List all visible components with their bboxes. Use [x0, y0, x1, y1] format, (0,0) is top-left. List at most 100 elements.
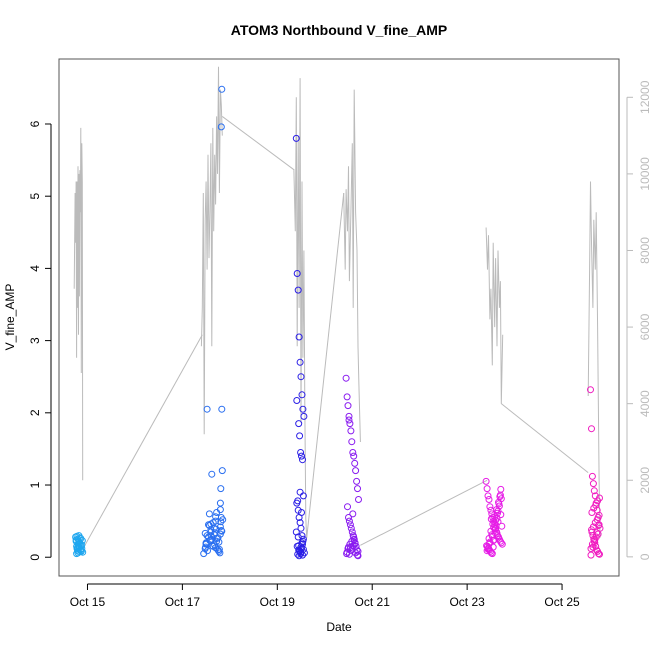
data-point [202, 543, 210, 551]
data-point [588, 425, 595, 433]
right-series-line [73, 127, 84, 481]
data-point [497, 495, 505, 503]
data-point [498, 522, 506, 530]
y2-axis: 0 2000 4000 6000 8000 10000 12000 [626, 80, 650, 560]
y-axis: 0 1 2 3 4 5 6 [28, 120, 52, 561]
x-tick-label: Oct 17 [165, 595, 201, 609]
data-point [484, 492, 492, 500]
data-point [218, 467, 226, 475]
data-point [217, 123, 225, 131]
data-point [483, 485, 491, 493]
data-point [588, 509, 596, 516]
y2-tick-label: 8000 [638, 237, 650, 264]
data-point [348, 528, 356, 536]
right-axis-series [73, 66, 601, 550]
data-point [298, 452, 305, 460]
data-point [595, 522, 603, 529]
data-point [211, 529, 219, 537]
data-point [487, 515, 495, 523]
data-point [343, 393, 351, 401]
data-point [295, 552, 303, 560]
data-point [299, 545, 307, 553]
data-point [299, 405, 307, 413]
data-point [300, 412, 308, 420]
data-point [77, 547, 85, 555]
right-series-line [343, 89, 361, 443]
data-point [345, 514, 352, 521]
data-point [496, 491, 504, 499]
data-point [482, 477, 490, 485]
data-point [346, 420, 354, 428]
data-point [218, 405, 226, 413]
data-point [348, 438, 356, 446]
right-series-connector [360, 479, 488, 546]
data-point [351, 459, 359, 467]
data-point [217, 518, 225, 526]
data-point [497, 539, 505, 547]
data-point [206, 536, 214, 544]
data-point [497, 485, 505, 493]
data-point [76, 546, 84, 554]
data-point [490, 524, 498, 532]
data-point [342, 374, 350, 382]
data-point [489, 537, 497, 545]
data-point [207, 520, 215, 528]
data-point [351, 540, 359, 547]
data-point [298, 509, 305, 516]
x-tick-label: Oct 19 [260, 595, 296, 609]
y2-tick-label: 12000 [638, 80, 650, 114]
data-point [215, 538, 223, 546]
data-point [295, 420, 303, 428]
data-point [587, 386, 594, 394]
y2-tick-label: 2000 [638, 467, 650, 494]
data-point [350, 536, 358, 544]
y-tick-label: 3 [28, 337, 42, 344]
data-point [589, 523, 597, 531]
data-point [216, 549, 224, 557]
data-point [297, 449, 305, 456]
right-series-connector [221, 116, 295, 171]
y-tick-label: 2 [28, 409, 42, 416]
data-point [594, 530, 602, 538]
data-point [354, 485, 361, 493]
data-point [498, 540, 506, 548]
data-point [497, 511, 505, 519]
data-point [353, 477, 361, 485]
x-tick-label: Oct 21 [355, 595, 391, 609]
data-points [72, 85, 604, 560]
data-point [347, 524, 355, 532]
data-point [349, 510, 357, 518]
y-tick-label: 4 [28, 265, 42, 272]
data-point [590, 487, 598, 495]
right-series-line [293, 78, 308, 538]
data-point [345, 517, 353, 525]
y-tick-label: 6 [28, 120, 42, 127]
y-tick-label: 1 [28, 481, 42, 488]
right-series-connector [306, 192, 345, 538]
data-point [293, 499, 301, 507]
data-point [348, 545, 356, 553]
data-point [488, 550, 496, 558]
data-point [350, 533, 358, 541]
data-point [346, 544, 354, 552]
data-point [205, 522, 213, 529]
data-point [294, 286, 302, 294]
chart-title: ATOM3 Northbound V_fine_AMP [231, 22, 447, 38]
data-point [345, 550, 353, 558]
data-point [204, 547, 211, 555]
x-axis-label: Date [326, 620, 352, 634]
data-point [347, 427, 355, 435]
y-tick-label: 0 [28, 554, 42, 561]
data-point [203, 405, 211, 413]
data-point [596, 550, 603, 558]
data-point [345, 412, 353, 420]
right-series-connector [500, 403, 589, 473]
data-point [595, 550, 603, 558]
data-point [218, 85, 226, 93]
data-point [589, 543, 597, 551]
y2-tick-label: 6000 [638, 313, 650, 340]
data-point [491, 525, 499, 533]
plot-box [58, 58, 620, 577]
x-axis: Oct 15 Oct 17 Oct 19 Oct 21 Oct 23 Oct 25 [70, 583, 580, 609]
